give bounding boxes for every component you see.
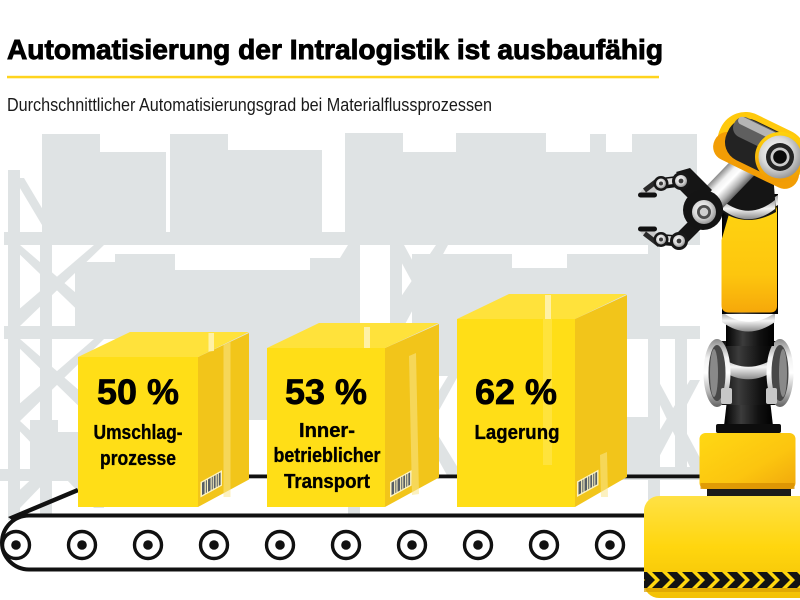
svg-text:Transport: Transport bbox=[284, 471, 370, 493]
svg-text:50 %: 50 % bbox=[97, 373, 179, 412]
svg-text:Umschlag-: Umschlag- bbox=[94, 422, 183, 444]
svg-text:Inner-: Inner- bbox=[299, 420, 355, 442]
svg-text:prozesse: prozesse bbox=[100, 448, 176, 470]
svg-text:Durchschnittlicher Automatisie: Durchschnittlicher Automatisierungsgrad … bbox=[7, 95, 492, 115]
svg-text:62 %: 62 % bbox=[475, 373, 557, 412]
svg-text:Lagerung: Lagerung bbox=[475, 422, 560, 444]
svg-text:Automatisierung der Intralogis: Automatisierung der Intralogistik ist au… bbox=[7, 34, 663, 65]
svg-text:53 %: 53 % bbox=[285, 373, 367, 412]
svg-text:betrieblicher: betrieblicher bbox=[274, 445, 381, 467]
